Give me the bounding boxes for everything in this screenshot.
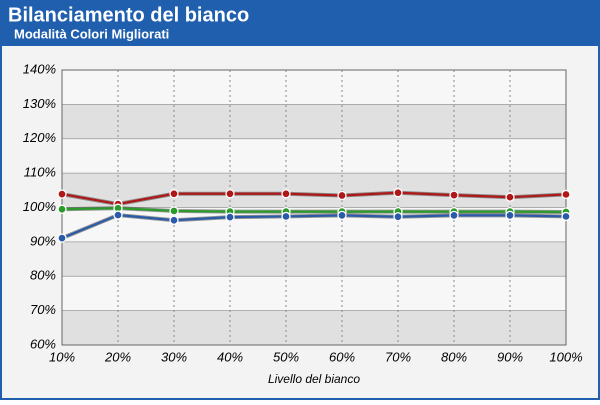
header xyxy=(0,0,600,46)
series-point xyxy=(337,190,347,201)
series-point xyxy=(561,211,571,222)
y-tick-label: 70% xyxy=(30,302,56,317)
series-point xyxy=(449,210,459,221)
series-point xyxy=(449,190,459,200)
chart-title: Bilanciamento del bianco xyxy=(8,4,249,26)
y-tick-label: 90% xyxy=(30,233,56,248)
series-point xyxy=(169,189,179,199)
y-tick-label: 80% xyxy=(30,268,56,283)
x-tick-label: 100% xyxy=(549,349,582,364)
x-tick-label: 70% xyxy=(385,349,411,364)
series-point xyxy=(57,189,67,199)
series-point xyxy=(505,210,515,221)
series-point xyxy=(281,211,291,222)
series-point xyxy=(393,212,403,222)
x-tick-label: 10% xyxy=(49,349,75,364)
series-point xyxy=(225,212,235,222)
series-point xyxy=(505,192,515,202)
y-tick-label: 100% xyxy=(23,199,56,214)
series-line xyxy=(61,207,567,214)
series-point xyxy=(561,189,571,200)
grid-band xyxy=(62,173,566,208)
x-tick-label: 90% xyxy=(497,349,523,364)
grid-band xyxy=(62,310,566,345)
series-line xyxy=(61,191,567,206)
x-tick-label: 80% xyxy=(441,349,467,364)
x-tick-label: 20% xyxy=(104,349,131,364)
y-tick-label: 60% xyxy=(30,336,56,351)
y-tick-label: 130% xyxy=(23,96,56,111)
x-tick-label: 60% xyxy=(329,349,355,364)
chart-subtitle: Modalità Colori Migliorati xyxy=(14,26,169,41)
series-point xyxy=(113,210,123,220)
series-point xyxy=(225,189,235,199)
x-tick-label: 50% xyxy=(273,349,299,364)
y-tick-label: 120% xyxy=(23,130,56,145)
series-point xyxy=(169,206,179,216)
y-tick-label: 140% xyxy=(23,61,56,76)
series-line xyxy=(61,213,567,240)
x-tick-label: 30% xyxy=(161,349,187,364)
series-point xyxy=(57,204,67,214)
x-tick-label: 40% xyxy=(217,349,243,364)
grid-band xyxy=(62,104,566,139)
y-tick-label: 110% xyxy=(24,165,56,180)
x-axis-label: Livello del bianco xyxy=(268,372,360,386)
series-point xyxy=(57,233,67,243)
grid-band xyxy=(62,241,566,277)
series-point xyxy=(281,189,291,199)
series-point xyxy=(393,188,403,198)
series-point xyxy=(337,210,347,221)
series-point xyxy=(169,215,179,225)
